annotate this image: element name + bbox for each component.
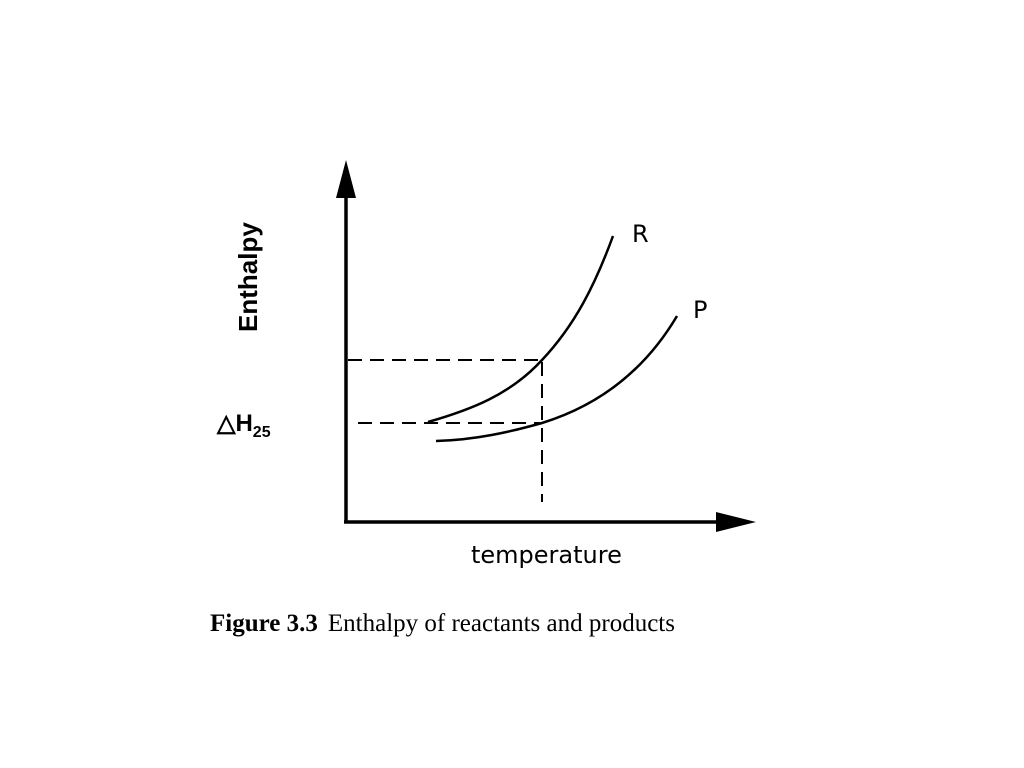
y-axis-label: Enthalpy (233, 222, 263, 332)
products-curve (435, 315, 679, 443)
delta-h-symbol: △H (216, 410, 253, 437)
x-axis-arrowhead (716, 512, 756, 532)
figure-number: Figure 3.3 (210, 610, 318, 637)
x-axis-label: temperature (471, 541, 622, 569)
products-curve-label: P (693, 296, 707, 324)
reactants-curve-label: R (632, 220, 649, 248)
delta-h-subscript: 25 (253, 424, 271, 441)
y-axis-arrowhead (336, 160, 356, 198)
delta-h-label: △H25 (216, 410, 271, 441)
reactants-curve (427, 235, 615, 424)
figure-caption-text: Enthalpy of reactants and products (328, 610, 675, 637)
figure-caption: Figure 3.3 Enthalpy of reactants and prod… (210, 610, 675, 637)
